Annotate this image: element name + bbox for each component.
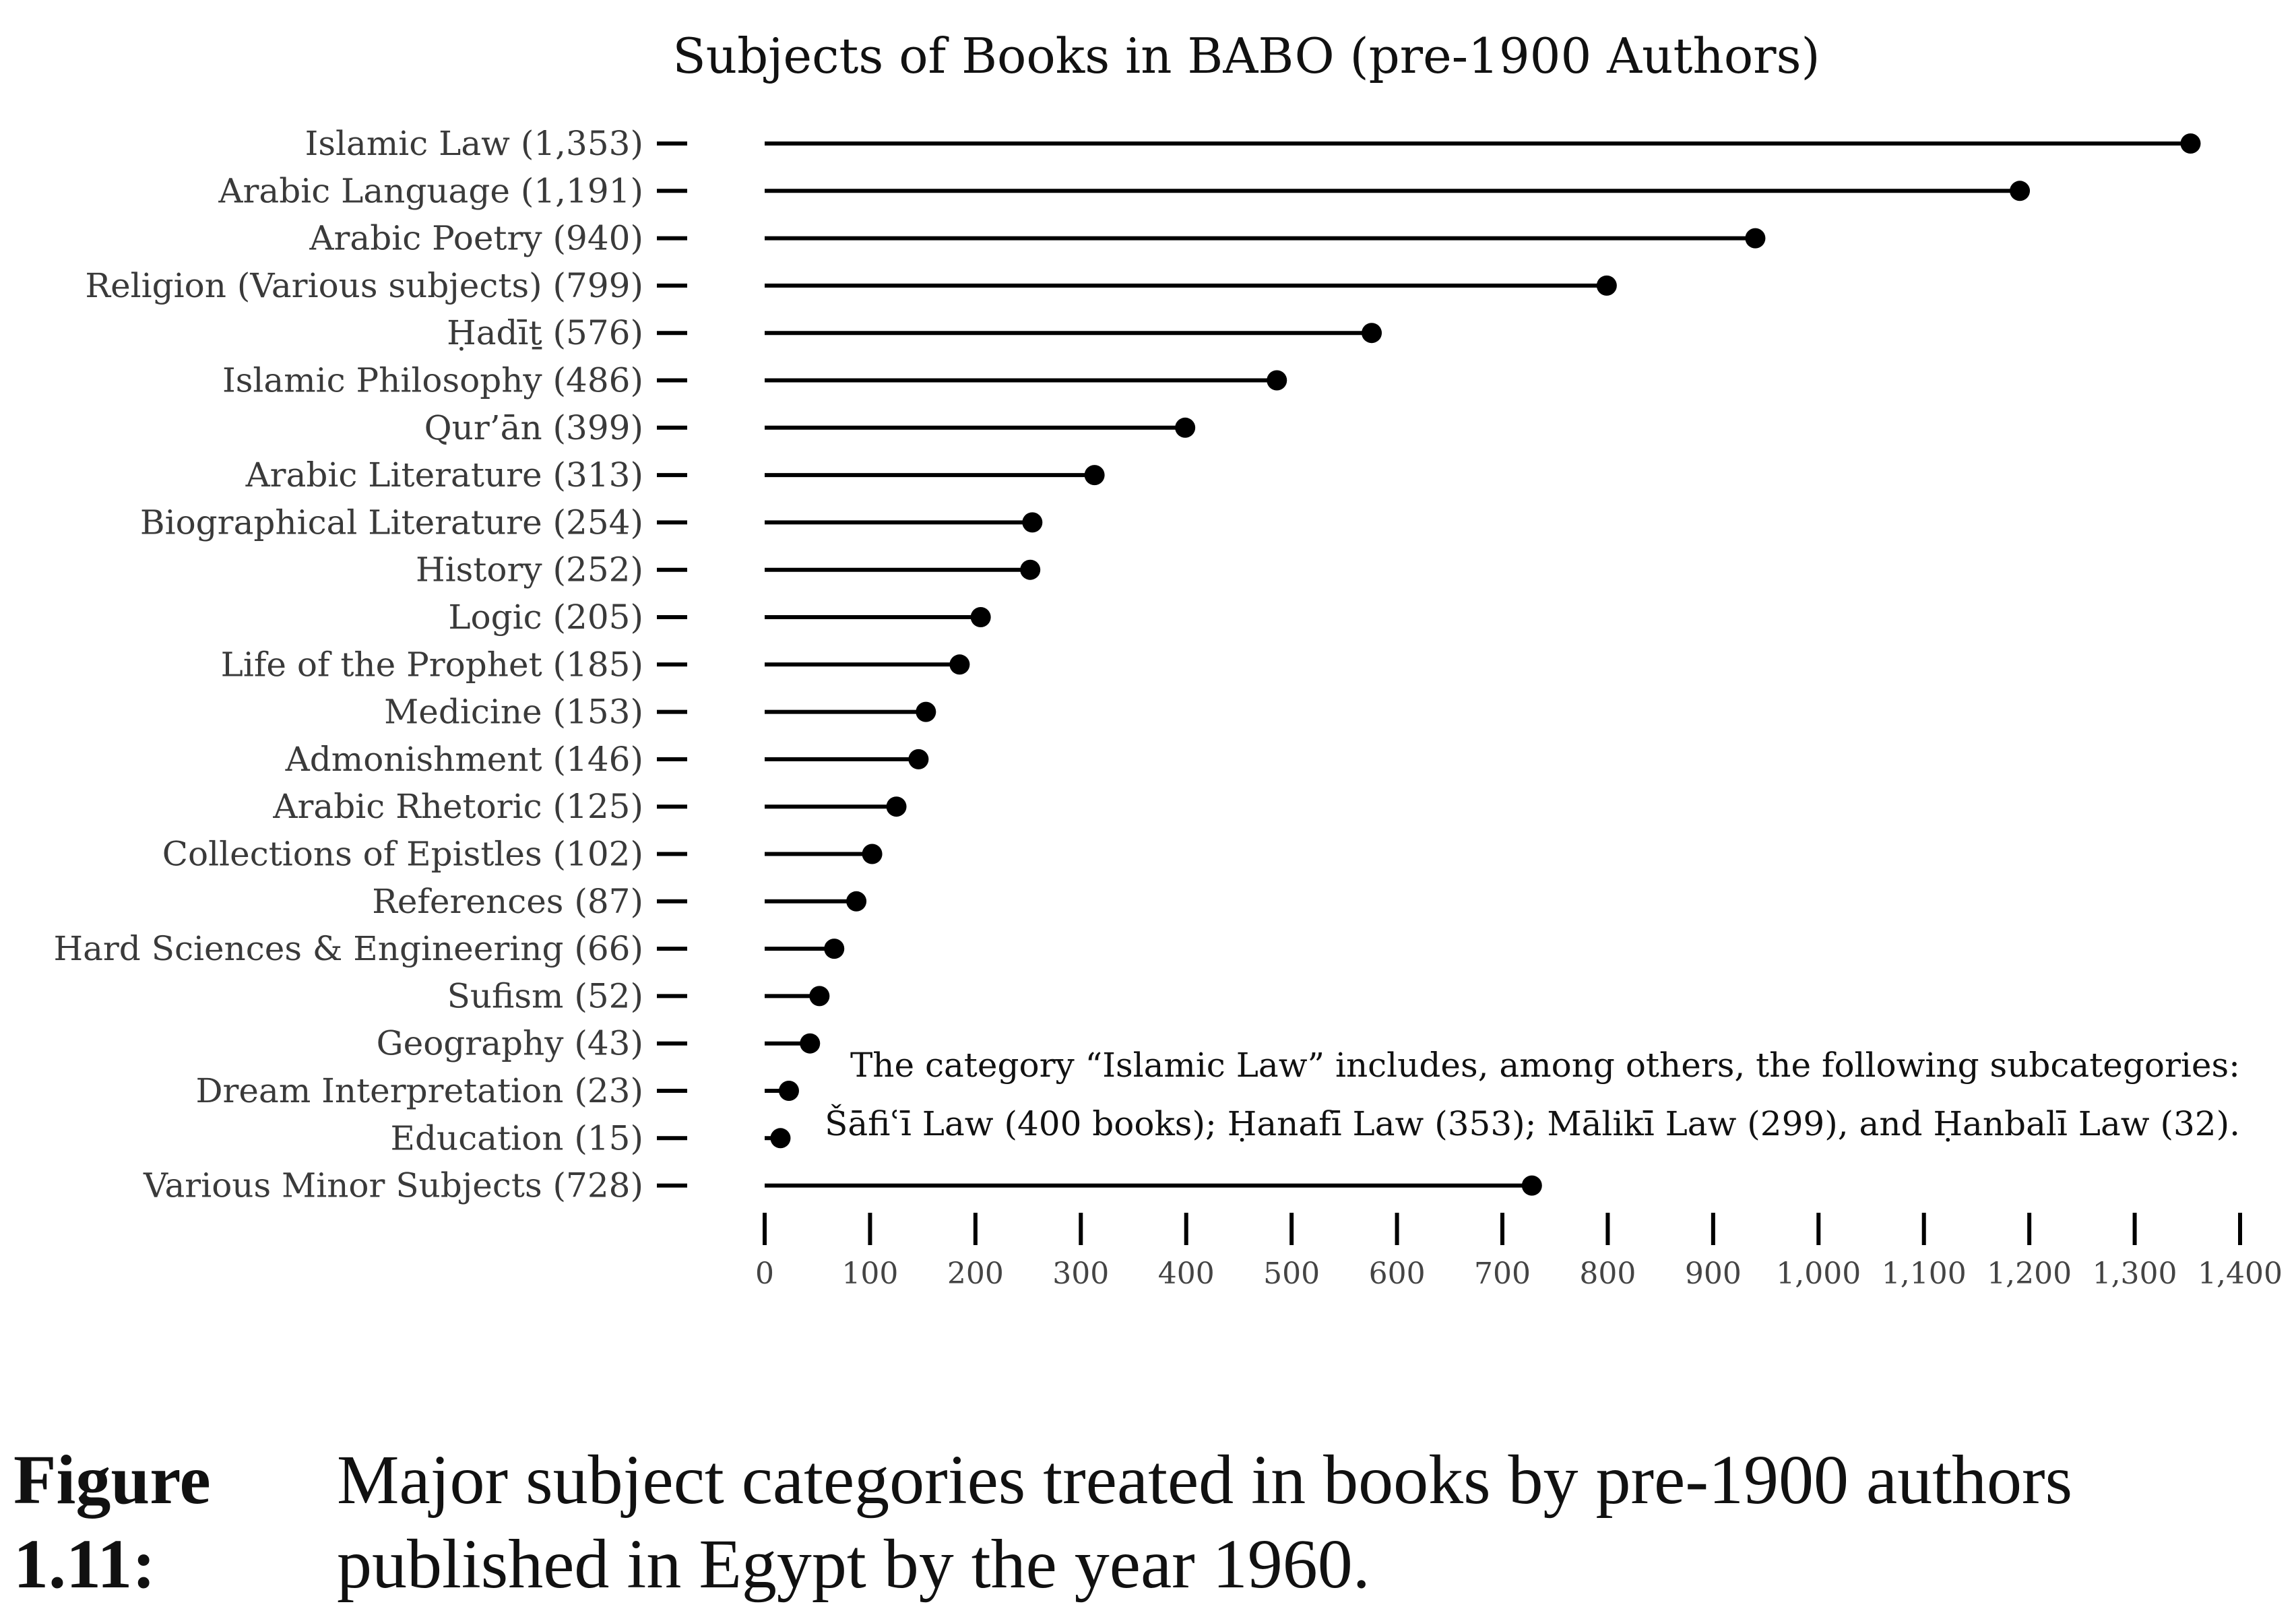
lollipop-row: Various Minor Subjects (728)	[143, 1166, 1542, 1205]
lollipop-dot	[1022, 512, 1043, 533]
caption-text: Major subject categories treated in book…	[337, 1441, 2073, 1603]
lollipop-row: Arabic Poetry (940)	[309, 219, 1766, 258]
lollipop-row: Arabic Language (1,191)	[218, 171, 2031, 210]
annotation-line-1: The category “Islamic Law” includes, amo…	[850, 1046, 2240, 1085]
lollipop-row: Islamic Philosophy (486)	[222, 361, 1287, 400]
lollipop-row: Dream Interpretation (23)	[195, 1071, 799, 1110]
x-tick-label: 700	[1474, 1257, 1531, 1291]
caption-label: Figure 1.11:	[13, 1441, 211, 1603]
lollipop-row: Islamic Law (1,353)	[305, 124, 2201, 163]
x-tick-label: 200	[947, 1257, 1004, 1291]
lollipop-row: Religion (Various subjects) (799)	[85, 266, 1617, 305]
lollipop-series: Islamic Law (1,353) Arabic Language (1,19…	[53, 124, 2201, 1205]
lollipop-row: Biographical Literature (254)	[140, 503, 1043, 542]
x-tick-label: 1,400	[2198, 1257, 2283, 1291]
lollipop-dot	[1267, 370, 1287, 391]
category-label: Hard Sciences & Engineering (66)	[53, 929, 643, 968]
lollipop-dot	[916, 701, 936, 722]
x-tick-label: 1,100	[1882, 1257, 1967, 1291]
lollipop-row: Qur’ān (399)	[424, 408, 1196, 447]
category-label: Education (15)	[391, 1118, 643, 1158]
category-label: Medicine (153)	[384, 693, 643, 732]
lollipop-dot	[949, 654, 970, 675]
category-label: Life of the Prophet (185)	[221, 645, 643, 684]
lollipop-dot	[809, 986, 830, 1007]
x-tick-label: 1,000	[1776, 1257, 1861, 1291]
lollipop-dot	[2180, 133, 2201, 154]
category-label: Sufism (52)	[447, 976, 643, 1015]
lollipop-dot	[824, 939, 845, 959]
category-label: References (87)	[372, 882, 643, 921]
lollipop-dot	[1596, 275, 1617, 296]
lollipop-dot	[770, 1128, 791, 1149]
lollipop-row: Hard Sciences & Engineering (66)	[53, 929, 845, 968]
lollipop-row: Arabic Rhetoric (125)	[272, 787, 907, 826]
lollipop-dot	[886, 796, 907, 817]
annotation: The category “Islamic Law” includes, amo…	[825, 1046, 2240, 1143]
category-label: Arabic Literature (313)	[245, 455, 643, 495]
lollipop-row: History (252)	[416, 550, 1041, 590]
annotation-line-2: Šāfiʿī Law (400 books); Ḥanafī Law (353)…	[825, 1104, 2240, 1143]
lollipop-dot	[1084, 465, 1105, 486]
x-tick-label: 300	[1052, 1257, 1109, 1291]
category-label: Geography (43)	[377, 1024, 643, 1063]
lollipop-row: Medicine (153)	[384, 693, 936, 732]
lollipop-row: Arabic Literature (313)	[245, 455, 1105, 495]
lollipop-row: Collections of Epistles (102)	[162, 835, 883, 874]
category-label: Arabic Poetry (940)	[309, 219, 643, 258]
category-label: History (252)	[416, 550, 643, 590]
x-tick-label: 0	[755, 1257, 774, 1291]
x-axis: 0 100 200 300 400 500 600 700 800 900 1,000 1,100 1,…	[755, 1213, 2283, 1291]
category-label: Qur’ān (399)	[424, 408, 643, 447]
chart-title: Subjects of Books in BABO (pre-1900 Auth…	[672, 28, 1820, 84]
x-tick-label: 800	[1579, 1257, 1636, 1291]
lollipop-row: Life of the Prophet (185)	[221, 645, 970, 684]
category-label: Biographical Literature (254)	[140, 503, 643, 542]
lollipop-row: Logic (205)	[448, 598, 991, 637]
lollipop-dot	[1521, 1175, 1542, 1196]
lollipop-row: Admonishment (146)	[285, 740, 929, 779]
lollipop-dot	[970, 607, 991, 627]
lollipop-dot	[862, 844, 883, 864]
lollipop-dot	[1362, 323, 1382, 344]
category-label: Ḥadīṯ (576)	[447, 313, 643, 352]
x-tick-label: 100	[841, 1257, 898, 1291]
category-label: Admonishment (146)	[285, 740, 643, 779]
lollipop-dot	[1020, 559, 1041, 580]
x-tick-label: 1,200	[1987, 1257, 2072, 1291]
lollipop-row: References (87)	[372, 882, 867, 921]
lollipop-dot	[846, 891, 867, 912]
x-tick-label: 500	[1263, 1257, 1320, 1291]
category-label: Various Minor Subjects (728)	[143, 1166, 643, 1205]
lollipop-row: Sufism (52)	[447, 976, 830, 1015]
category-label: Islamic Philosophy (486)	[222, 361, 643, 400]
category-label: Dream Interpretation (23)	[195, 1071, 643, 1110]
x-tick-label: 1,300	[2093, 1257, 2177, 1291]
lollipop-dot	[2010, 181, 2031, 201]
lollipop-dot	[1745, 228, 1766, 249]
category-label: Logic (205)	[448, 598, 643, 637]
category-label: Arabic Language (1,191)	[218, 171, 643, 210]
x-tick-label: 400	[1158, 1257, 1215, 1291]
lollipop-dot	[778, 1081, 799, 1101]
lollipop-dot	[800, 1033, 821, 1054]
figure-caption: Figure 1.11: Major subject categories tre…	[13, 1438, 2237, 1607]
lollipop-row: Geography (43)	[377, 1024, 821, 1063]
category-label: Religion (Various subjects) (799)	[85, 266, 643, 305]
category-label: Arabic Rhetoric (125)	[272, 787, 643, 826]
x-tick-label: 600	[1369, 1257, 1426, 1291]
category-label: Islamic Law (1,353)	[305, 124, 643, 163]
category-label: Collections of Epistles (102)	[162, 835, 643, 874]
lollipop-row: Ḥadīṯ (576)	[447, 313, 1382, 352]
lollipop-dot	[908, 749, 929, 769]
lollipop-row: Education (15)	[391, 1118, 791, 1158]
x-tick-label: 900	[1685, 1257, 1742, 1291]
lollipop-dot	[1175, 417, 1196, 438]
